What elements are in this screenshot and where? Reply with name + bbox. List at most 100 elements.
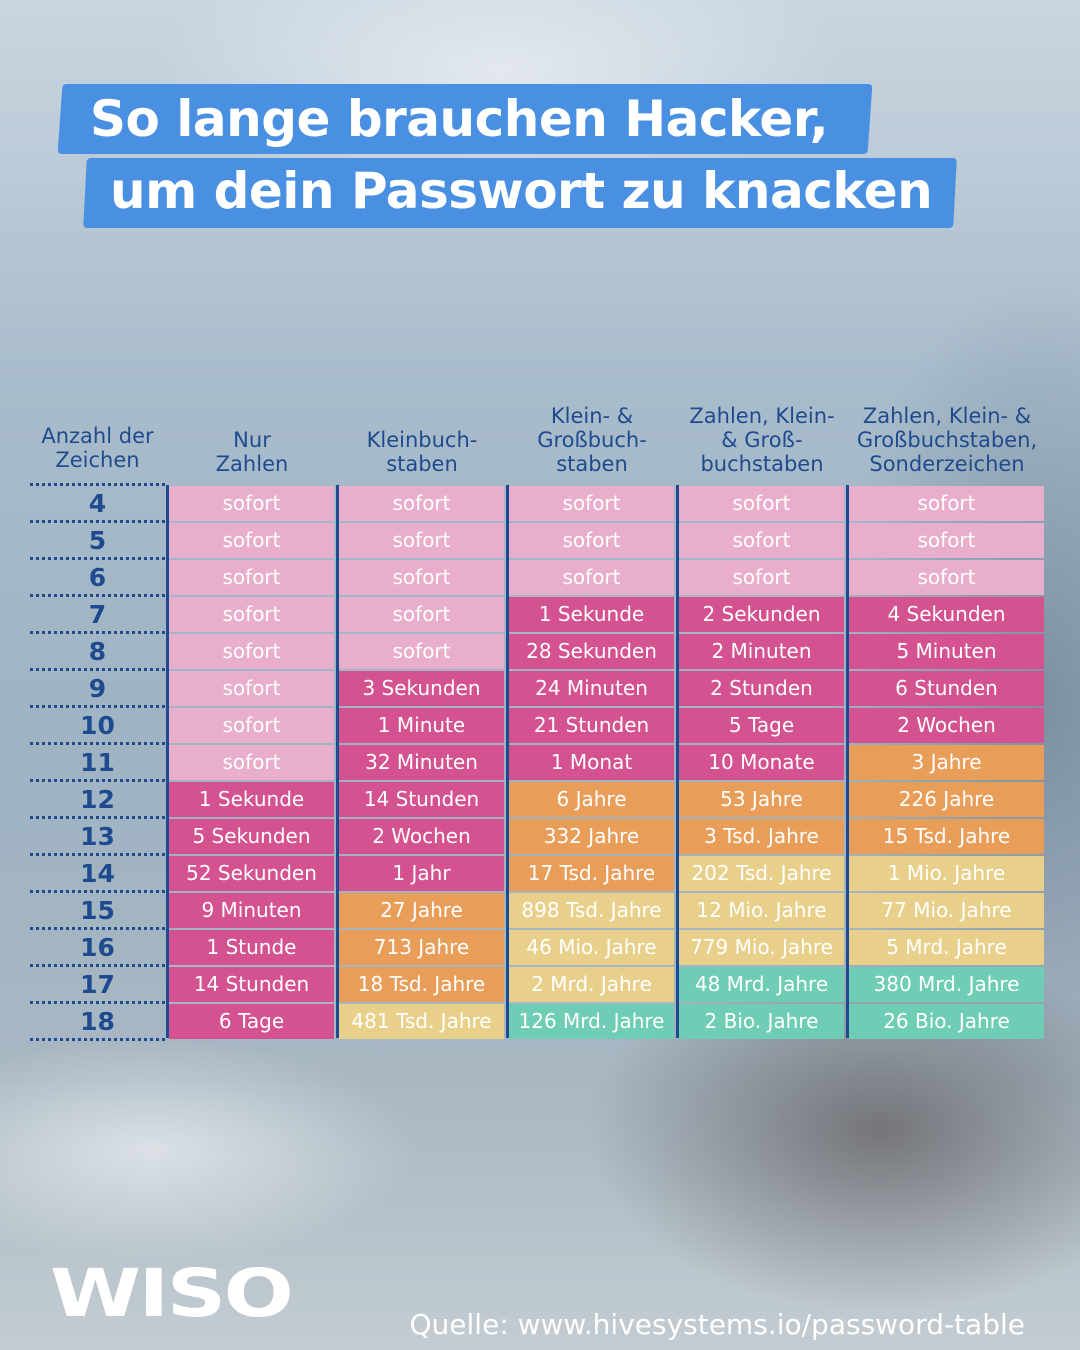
title-banner: So lange brauchen Hacker, um dein Passwo… (57, 80, 960, 230)
table-cell: sofort (509, 486, 674, 521)
table-cell: sofort (679, 523, 844, 558)
column-header: Kleinbuch- staben (366, 428, 478, 476)
table-cell: 26 Bio. Jahre (849, 1004, 1044, 1039)
column-divider (846, 485, 849, 1038)
table-cell: 1 Sekunde (169, 782, 334, 817)
table-cell: sofort (339, 486, 504, 521)
table-cell: 5 Sekunden (169, 819, 334, 854)
row-divider (30, 631, 165, 634)
table-cell: 2 Wochen (849, 708, 1044, 743)
column-header: Zahlen, Klein- & Groß- buchstaben (689, 404, 835, 476)
table-cell: sofort (169, 745, 334, 780)
table-cell: 5 Mrd. Jahre (849, 930, 1044, 965)
row-label: 17 (80, 970, 115, 999)
table-cell: 6 Jahre (509, 782, 674, 817)
row-label: 4 (88, 489, 107, 518)
table-cell: 126 Mrd. Jahre (509, 1004, 674, 1039)
table-cell: sofort (679, 486, 844, 521)
table-cell: 1 Mio. Jahre (849, 856, 1044, 891)
table-cell: sofort (339, 560, 504, 595)
table-cell: 77 Mio. Jahre (849, 893, 1044, 928)
table-cell: sofort (679, 560, 844, 595)
table-cell: 3 Jahre (849, 745, 1044, 780)
table-cell: sofort (339, 634, 504, 669)
table-cell: 28 Sekunden (509, 634, 674, 669)
table-cell: 10 Monate (679, 745, 844, 780)
column-header: Nur Zahlen (215, 428, 289, 476)
table-cell: 5 Minuten (849, 634, 1044, 669)
row-label: 11 (80, 748, 115, 777)
table-cell: 15 Tsd. Jahre (849, 819, 1044, 854)
table-cell: 898 Tsd. Jahre (509, 893, 674, 928)
row-divider (30, 1001, 165, 1004)
table-cell: 52 Sekunden (169, 856, 334, 891)
row-divider (30, 853, 165, 856)
row-divider (30, 890, 165, 893)
table-cell: sofort (169, 523, 334, 558)
table-cell: 1 Stunde (169, 930, 334, 965)
row-label: 9 (88, 674, 107, 703)
table-cell: 202 Tsd. Jahre (679, 856, 844, 891)
row-divider (30, 483, 165, 486)
source-note: Quelle: www.hivesystems.io/password-tabl… (409, 1308, 1026, 1341)
column-divider (676, 485, 679, 1038)
table-cell: 1 Monat (509, 745, 674, 780)
table-cell: 5 Tage (679, 708, 844, 743)
row-label: 5 (88, 526, 107, 555)
table-cell: 2 Wochen (339, 819, 504, 854)
table-cell: sofort (169, 708, 334, 743)
table-cell: 332 Jahre (509, 819, 674, 854)
row-divider (30, 742, 165, 745)
table-cell: sofort (849, 486, 1044, 521)
table-cell: 1 Sekunde (509, 597, 674, 632)
column-header: Klein- & Großbuch- staben (537, 404, 647, 476)
table-cell: 6 Stunden (849, 671, 1044, 706)
row-divider (30, 779, 165, 782)
row-divider (30, 816, 165, 819)
row-divider (30, 668, 165, 671)
table-cell: 3 Tsd. Jahre (679, 819, 844, 854)
column-header: Zahlen, Klein- & Großbuchstaben, Sonderz… (856, 404, 1038, 476)
table-cell: 2 Mrd. Jahre (509, 967, 674, 1002)
table-cell: sofort (509, 523, 674, 558)
table-cell: sofort (339, 523, 504, 558)
table-cell: 1 Jahr (339, 856, 504, 891)
table-cell: 14 Stunden (339, 782, 504, 817)
row-label: 7 (88, 600, 107, 629)
table-cell: 18 Tsd. Jahre (339, 967, 504, 1002)
table-cell: 27 Jahre (339, 893, 504, 928)
table-cell: sofort (339, 597, 504, 632)
table-cell: 24 Minuten (509, 671, 674, 706)
row-divider (30, 927, 165, 930)
table-cell: sofort (849, 523, 1044, 558)
column-divider (166, 485, 169, 1038)
table-cell: 6 Tage (169, 1004, 334, 1039)
table-cell: 713 Jahre (339, 930, 504, 965)
row-label: 15 (80, 896, 115, 925)
row-divider (30, 520, 165, 523)
table-cell: 779 Mio. Jahre (679, 930, 844, 965)
row-divider (30, 964, 165, 967)
table-cell: sofort (169, 671, 334, 706)
row-label: 16 (80, 933, 115, 962)
table-cell: sofort (169, 634, 334, 669)
row-label: 6 (88, 563, 107, 592)
row-divider (30, 1038, 165, 1041)
title-line-2: um dein Passwort zu knacken (110, 162, 933, 220)
wiso-logo: WISO (50, 1255, 294, 1332)
table-cell: sofort (169, 597, 334, 632)
row-divider (30, 594, 165, 597)
table-cell: 12 Mio. Jahre (679, 893, 844, 928)
table-cell: 3 Sekunden (339, 671, 504, 706)
table-cell: 32 Minuten (339, 745, 504, 780)
table-cell: 2 Minuten (679, 634, 844, 669)
column-divider (336, 485, 339, 1038)
table-cell: 226 Jahre (849, 782, 1044, 817)
row-label: 12 (80, 785, 115, 814)
table-cell: 9 Minuten (169, 893, 334, 928)
row-label: 8 (88, 637, 107, 666)
table-cell: sofort (849, 560, 1044, 595)
row-label: 10 (80, 711, 115, 740)
title-line-1: So lange brauchen Hacker, (90, 90, 829, 148)
table-cell: 14 Stunden (169, 967, 334, 1002)
